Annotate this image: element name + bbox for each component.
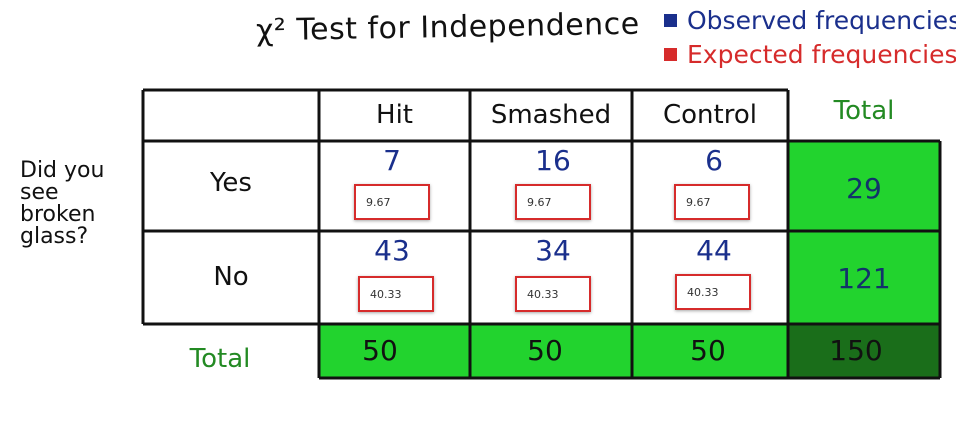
grand-total-cell (788, 324, 940, 378)
row-label-yes: Yes (210, 168, 252, 198)
expected-yes-smashed: 9.67 (515, 184, 591, 220)
expected-value: 9.67 (686, 195, 711, 209)
column-total-smashed: 50 (527, 334, 563, 367)
observed-yes-control: 6 (705, 144, 723, 177)
expected-no-hit: 40.33 (358, 276, 434, 312)
observed-no-control: 44 (696, 234, 732, 267)
legend-label-observed: Observed frequencies (687, 6, 956, 35)
column-header-control: Control (663, 100, 757, 130)
expected-value: 40.33 (370, 287, 402, 301)
expected-no-control: 40.33 (675, 274, 751, 310)
observed-no-hit: 43 (374, 234, 410, 267)
grid-lines (141, 88, 942, 380)
row-label-total: Total (189, 344, 251, 374)
observed-swatch (664, 14, 677, 27)
column-header-hit: Hit (376, 100, 413, 130)
expected-yes-hit: 9.67 (354, 184, 430, 220)
column-header-smashed: Smashed (490, 100, 612, 130)
legend-item-observed: Observed frequencies (664, 6, 956, 35)
row-total-no: 121 (837, 262, 891, 295)
grand-total: 150 (829, 334, 883, 367)
row-label-no: No (213, 262, 249, 292)
row-question: Did you see broken glass? (20, 158, 105, 249)
expected-swatch (664, 48, 677, 61)
expected-yes-control: 9.67 (674, 184, 750, 220)
observed-yes-hit: 7 (383, 144, 401, 177)
legend-item-expected: Expected frequencies (664, 40, 956, 69)
observed-yes-smashed: 16 (535, 144, 571, 177)
observed-no-smashed: 34 (535, 234, 571, 267)
expected-value: 9.67 (527, 195, 552, 209)
column-header-total: Total (833, 96, 895, 126)
expected-value: 40.33 (527, 287, 559, 301)
row-total-yes: 29 (846, 172, 882, 205)
legend-label-expected: Expected frequencies (687, 40, 956, 69)
column-total-hit: 50 (362, 334, 398, 367)
column-total-control: 50 (690, 334, 726, 367)
column-total-cells (319, 324, 788, 378)
expected-value: 9.67 (366, 195, 391, 209)
expected-no-smashed: 40.33 (515, 276, 591, 312)
expected-value: 40.33 (687, 285, 719, 299)
